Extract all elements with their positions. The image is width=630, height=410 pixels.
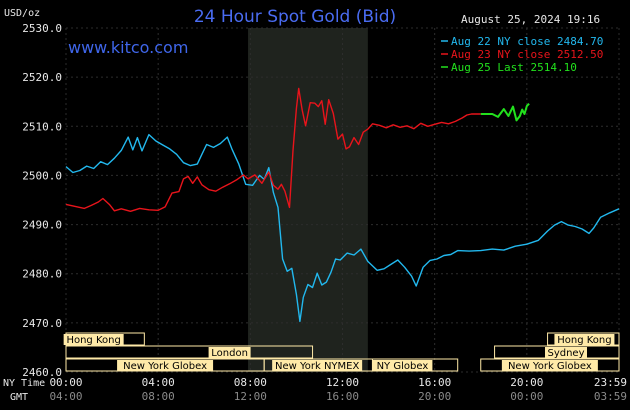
session-label-bg — [372, 360, 433, 371]
x-axis-label-ny: NY Time — [3, 378, 45, 389]
session-label-bg — [501, 360, 598, 371]
session-label-bg — [208, 347, 251, 358]
y-tick-label: 2480.0 — [22, 268, 62, 281]
session-label-bg — [545, 347, 588, 358]
x-tick-label-gmt: 04:00 — [49, 390, 82, 403]
chart-title: 24 Hour Spot Gold (Bid) — [194, 7, 396, 27]
y-tick-label: 2460.0 — [22, 366, 62, 379]
x-tick-label-ny: 16:00 — [418, 376, 451, 389]
session-bar: Hong Kong — [547, 332, 620, 346]
session-label: London — [211, 348, 248, 359]
session-bar: New York NYMEX — [263, 358, 373, 372]
session-label: Sydney — [547, 348, 584, 359]
session-outline — [65, 345, 314, 359]
x-tick-label-gmt: 20:00 — [418, 390, 451, 403]
y-unit-label: USD/oz — [4, 8, 40, 19]
session-bar: Sydney — [494, 345, 620, 359]
x-tick-label-gmt: 12:00 — [234, 390, 267, 403]
session-label: Hong Kong — [557, 335, 611, 346]
session-bar: Hong Kong — [63, 332, 145, 346]
x-tick-label-ny: 04:00 — [142, 376, 175, 389]
nymex-shaded-region — [248, 28, 368, 372]
series-line-1 — [65, 133, 620, 323]
x-tick-label-ny: 00:00 — [49, 376, 82, 389]
session-label: New York NYMEX — [275, 361, 360, 372]
website-label[interactable]: www.kitco.com — [68, 38, 188, 57]
y-tick-label: 2520.0 — [22, 71, 62, 84]
session-label: NY Globex — [377, 361, 429, 372]
series-line-2 — [65, 87, 481, 212]
x-tick-label-gmt: 16:00 — [326, 390, 359, 403]
session-label-bg — [272, 360, 363, 371]
session-label: Hong Kong — [66, 335, 120, 346]
y-ticks: 2460.0 2470.0 2480.0 2490.0 2500.0 2510.0 2520… — [22, 22, 62, 379]
session-bar: NY Globex — [371, 358, 459, 372]
timestamp: August 25, 2024 19:16 — [461, 13, 600, 26]
x-tick-label-ny: 12:00 — [326, 376, 359, 389]
session-bar: New York Globex — [480, 358, 620, 372]
grid — [65, 27, 620, 373]
y-tick-label: 2500.0 — [22, 169, 62, 182]
x-tick-label-ny: 08:00 — [234, 376, 267, 389]
x-tick-label-ny: 20:00 — [510, 376, 543, 389]
legend-entry: Aug 23 NY close 2512.50 — [451, 48, 603, 61]
session-label-bg — [554, 334, 615, 345]
y-tick-label: 2530.0 — [22, 22, 62, 35]
x-axis-label-gmt: GMT — [10, 392, 28, 403]
session-bar: London — [65, 345, 314, 359]
y-tick-label: 2470.0 — [22, 317, 62, 330]
x-tick-label-gmt: 00:00 — [510, 390, 543, 403]
x-ticks: 00:00 04:00 08:00 12:00 16:00 20:00 23:5904:00… — [49, 376, 627, 403]
x-tick-label-gmt: 03:59 — [594, 390, 627, 403]
session-label: New York Globex — [508, 361, 592, 372]
y-tick-label: 2510.0 — [22, 120, 62, 133]
session-bar: New York Globex — [65, 358, 265, 372]
session-label: New York Globex — [123, 361, 207, 372]
y-tick-label: 2490.0 — [22, 219, 62, 232]
legend-entry: Aug 22 NY close 2484.70 — [451, 35, 603, 48]
x-tick-label-ny: 23:59 — [594, 376, 627, 389]
series-line-3 — [480, 103, 530, 122]
market-sessions: Hong Kong London New York Globex New York N… — [63, 332, 620, 372]
session-label-bg — [117, 360, 214, 371]
x-tick-label-gmt: 08:00 — [142, 390, 175, 403]
series-lines — [65, 87, 620, 323]
session-label-bg — [63, 334, 124, 345]
legend-entry: Aug 25 Last 2514.10 — [451, 61, 577, 74]
